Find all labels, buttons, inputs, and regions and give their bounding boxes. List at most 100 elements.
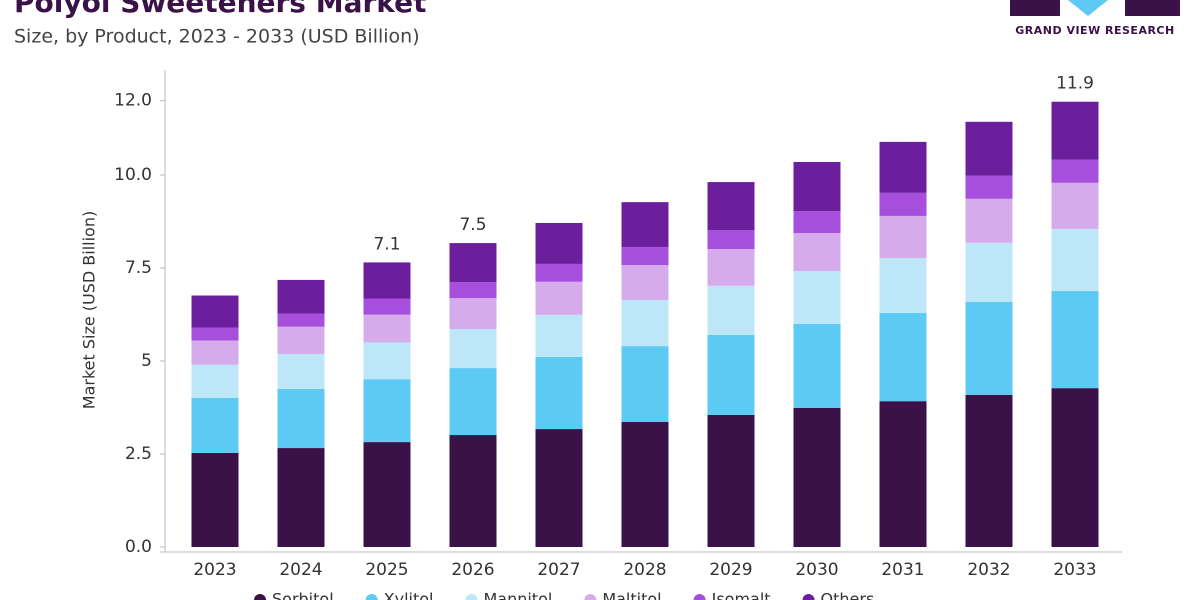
bar-segment — [879, 192, 927, 216]
bar-segment — [449, 298, 497, 330]
y-tick-label: 5 — [141, 351, 152, 371]
bar-segment — [621, 422, 669, 547]
bar-segment — [1051, 159, 1099, 183]
bar-segment — [363, 262, 411, 299]
bar-segment — [965, 198, 1013, 243]
bar-segment — [621, 299, 669, 347]
bar-segment — [191, 340, 239, 365]
legend-label: Others — [821, 590, 875, 600]
bar-segment — [449, 435, 497, 547]
legend-marker — [254, 594, 266, 600]
bar-segment — [1051, 101, 1099, 160]
brand-name: GRAND VIEW RESEARCH — [1015, 24, 1174, 37]
bar-segment — [449, 282, 497, 299]
legend-marker — [693, 594, 706, 600]
bar-segment — [621, 202, 669, 248]
bar-segment — [277, 388, 325, 449]
x-tick-label: 2032 — [967, 560, 1010, 580]
bar-segment — [363, 314, 411, 343]
y-tick-label: 10.0 — [114, 165, 152, 185]
bar-segment — [879, 257, 927, 314]
brand-logo — [1010, 0, 1180, 16]
x-tick-label: 2027 — [537, 560, 580, 580]
x-tick-label: 2023 — [193, 560, 236, 580]
bar-segment — [363, 442, 411, 547]
y-tick-label: 7.5 — [125, 258, 152, 278]
bar-segment — [363, 298, 411, 315]
bar-segment — [191, 452, 239, 547]
bar-segment — [621, 247, 669, 266]
bar-segment — [449, 243, 497, 283]
logo-block — [1010, 0, 1060, 16]
bar-segment — [1051, 291, 1099, 389]
bar-segment — [793, 233, 841, 271]
bar-segment — [707, 414, 755, 547]
legend-label: Sorbitol — [272, 590, 334, 600]
bar-segment — [449, 329, 497, 369]
x-tick-label: 2029 — [709, 560, 752, 580]
bar-segment — [707, 182, 755, 231]
chart-title: Polyol Sweeteners Market — [14, 0, 427, 19]
bar-segment — [191, 397, 239, 453]
bar-segment — [535, 314, 583, 357]
y-tick-label: 0.0 — [125, 537, 152, 557]
legend-marker — [465, 594, 478, 600]
bar-segment — [707, 285, 755, 335]
bar-segment — [535, 263, 583, 282]
legend-label: Xylitol — [384, 590, 434, 600]
bar-segment — [621, 346, 669, 423]
x-tick-label: 2030 — [795, 560, 838, 580]
bar-segment — [793, 161, 841, 212]
legend-label: Maltitol — [602, 590, 661, 600]
bar-segment — [1051, 388, 1099, 547]
bar-segment — [879, 401, 927, 547]
chart-subtitle: Size, by Product, 2023 - 2033 (USD Billi… — [14, 26, 420, 48]
bar-segment — [277, 448, 325, 547]
bar-segment — [535, 222, 583, 264]
bar-segment — [191, 295, 239, 328]
legend-label: Isomalt — [712, 590, 771, 600]
bar-segment — [277, 353, 325, 389]
bar-segment — [965, 301, 1013, 395]
total-label: 11.9 — [1056, 74, 1094, 94]
bar-segment — [449, 368, 497, 436]
total-label: 7.1 — [373, 234, 400, 254]
y-axis-label: Market Size (USD Billion) — [80, 211, 99, 409]
bar-segment — [793, 407, 841, 547]
bar-segment — [965, 242, 1013, 302]
logo-block — [1068, 0, 1108, 16]
legend-marker — [584, 594, 597, 600]
bar-segment — [535, 356, 583, 430]
bar-segment — [879, 215, 927, 258]
legend-marker — [365, 594, 378, 600]
bar-segment — [793, 211, 841, 234]
bar-segment — [191, 364, 239, 398]
x-tick-label: 2033 — [1053, 560, 1096, 580]
bar-segment — [277, 279, 325, 314]
bar-segment — [277, 313, 325, 327]
legend-marker — [802, 594, 815, 600]
bar-segment — [793, 270, 841, 324]
bar-segment — [793, 323, 841, 408]
legend-label: Mannitol — [483, 590, 552, 600]
x-tick-label: 2031 — [881, 560, 924, 580]
bar-segment — [879, 313, 927, 402]
bar-segment — [535, 281, 583, 315]
bar-segment — [191, 327, 239, 341]
x-tick-label: 2025 — [365, 560, 408, 580]
bar-segment — [363, 342, 411, 380]
x-tick-label: 2026 — [451, 560, 494, 580]
x-tick-label: 2028 — [623, 560, 666, 580]
bar-segment — [707, 249, 755, 286]
bar-segment — [965, 175, 1013, 199]
bar-segment — [277, 326, 325, 354]
bar-segment — [1051, 228, 1099, 292]
bar-segment — [965, 121, 1013, 176]
x-tick-label: 2024 — [279, 560, 322, 580]
y-tick-label: 12.0 — [114, 91, 152, 111]
bar-segment — [535, 429, 583, 547]
total-label: 7.5 — [459, 215, 486, 235]
bar-segment — [363, 379, 411, 443]
bar-segment — [621, 265, 669, 300]
